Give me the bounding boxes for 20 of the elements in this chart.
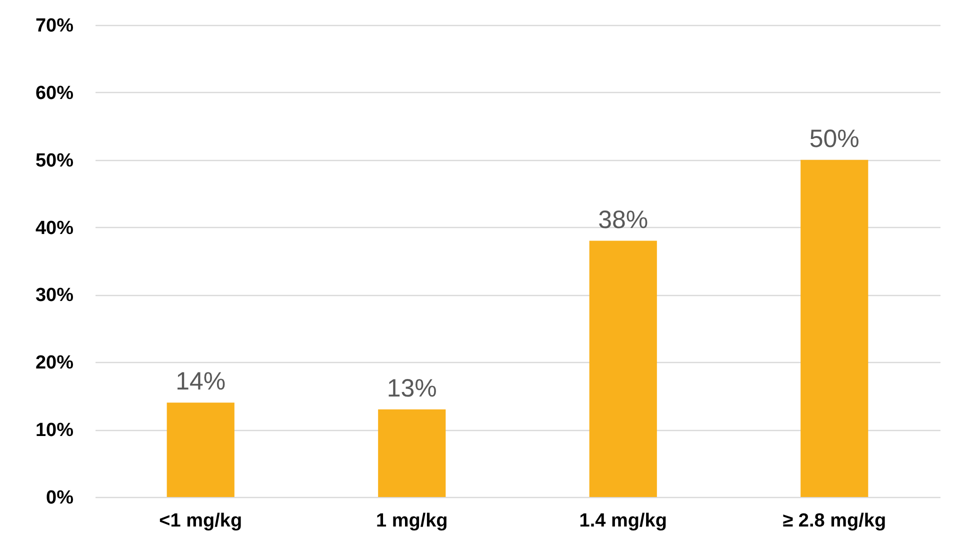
bar xyxy=(166,402,234,497)
data-label: 14% xyxy=(176,368,226,396)
y-tick-label: 60% xyxy=(35,82,74,104)
data-label: 38% xyxy=(598,206,648,234)
y-tick-label: 20% xyxy=(35,352,74,374)
data-label: 13% xyxy=(386,374,437,402)
y-tick-label: 30% xyxy=(35,285,74,306)
y-tick-label: 50% xyxy=(35,150,74,172)
x-tick-label: <1 mg/kg xyxy=(159,510,242,532)
bar xyxy=(378,409,446,497)
y-tick-label: 10% xyxy=(35,420,74,442)
x-tick-label: ≥ 2.8 mg/kg xyxy=(782,510,886,532)
data-label: 50% xyxy=(809,124,860,153)
x-tick-label: 1 mg/kg xyxy=(376,510,448,532)
x-tick-label: 1.4 mg/kg xyxy=(579,510,667,532)
y-tick-label: 0% xyxy=(46,488,74,508)
bar xyxy=(589,240,657,497)
y-tick-label: 40% xyxy=(35,218,74,239)
y-tick-label: 70% xyxy=(35,16,74,36)
bar xyxy=(800,160,868,497)
